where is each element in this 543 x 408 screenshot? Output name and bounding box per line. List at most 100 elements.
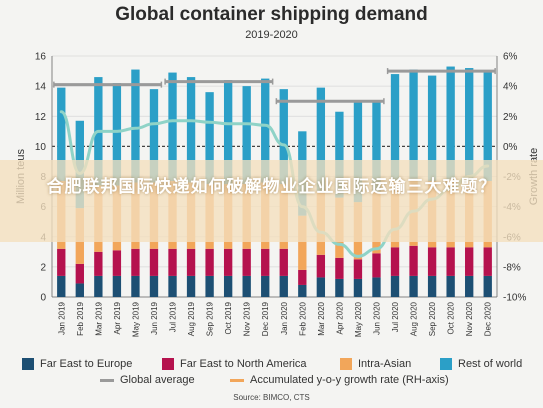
bar-segment: [298, 284, 307, 297]
x-tick-label: Aug 2019: [187, 301, 196, 336]
bar-segment: [279, 248, 288, 276]
legend-item-intra-asian: Intra-Asian: [340, 358, 411, 370]
bar-segment: [131, 69, 140, 183]
bar-segment: [223, 80, 233, 185]
x-tick-label: Sep 2019: [206, 301, 215, 336]
bar-segment: [353, 259, 363, 279]
bar-segment: [298, 269, 307, 285]
bar-segment: [279, 89, 288, 185]
bar-segment: [372, 277, 381, 297]
bar-segment: [57, 87, 66, 182]
legend-label: Accumulated y-o-y growth rate (RH-axis): [250, 374, 449, 386]
chart-source: Source: BIMCO, CTS: [233, 393, 310, 402]
x-tick-label: Jul 2020: [391, 301, 400, 332]
bar-segment: [316, 254, 326, 278]
y2-tick-label: 4%: [503, 82, 518, 93]
bar-segment: [279, 275, 288, 297]
legend-label: Rest of world: [458, 358, 523, 370]
bar-segment: [242, 275, 251, 297]
x-tick-label: Mar 2019: [94, 301, 103, 335]
x-tick-label: Dec 2020: [484, 301, 493, 336]
bar-segment: [149, 275, 159, 297]
x-tick-label: Jun 2020: [372, 301, 381, 334]
x-tick-label: Apr 2020: [335, 301, 344, 334]
bar-segment: [390, 247, 400, 276]
legend-line: [100, 378, 114, 382]
bar-segment: [335, 111, 344, 198]
legend-item-global-average: Global average: [100, 374, 195, 386]
x-tick-label: Mar 2020: [317, 301, 326, 335]
x-tick-label: Jan 2020: [280, 301, 289, 334]
x-tick-label: May 2020: [354, 301, 363, 337]
legend-label: Far East to Europe: [40, 358, 133, 370]
bar-segment: [242, 248, 251, 276]
legend-item-far-east-europe: Far East to Europe: [22, 358, 132, 370]
bar-segment: [298, 215, 307, 270]
legend-swatch: [22, 358, 34, 370]
bar-segment: [168, 248, 177, 276]
bar-segment: [261, 275, 270, 297]
x-tick-label: Apr 2019: [113, 301, 122, 334]
bar-segment: [390, 275, 400, 297]
x-tick-label: Aug 2020: [410, 301, 419, 336]
bar-segment: [223, 275, 233, 297]
x-tick-label: May 2019: [131, 301, 140, 337]
y-tick-label: 14: [35, 82, 47, 93]
y-tick-label: 0: [40, 293, 46, 304]
x-tick-label: Jul 2019: [169, 301, 178, 332]
x-tick-label: Sep 2020: [428, 301, 437, 336]
x-tick-label: Jan 2019: [57, 301, 66, 334]
bar-segment: [168, 275, 177, 297]
y-tick-label: 10: [35, 142, 47, 153]
x-tick-label: Jun 2019: [150, 301, 159, 334]
chart-subtitle: 2019-2020: [245, 29, 298, 41]
bar-segment: [57, 275, 66, 297]
legend-item-growth-rate: Accumulated y-o-y growth rate (RH-axis): [230, 374, 449, 386]
legend-label: Far East to North America: [180, 358, 307, 370]
y-tick-label: 12: [35, 112, 47, 123]
bar-segment: [112, 250, 122, 276]
bar-segment: [57, 248, 66, 276]
bar-segment: [168, 72, 177, 182]
bar-segment: [223, 248, 233, 276]
legend-swatch: [340, 358, 352, 370]
bar-segment: [335, 278, 344, 297]
bar-segment: [427, 275, 437, 297]
bar-segment: [261, 248, 270, 276]
bar-segment: [465, 275, 474, 297]
legend-line: [230, 378, 244, 382]
bar-segment: [353, 101, 363, 203]
bar-segment: [131, 248, 140, 276]
bar-segment: [446, 66, 455, 180]
y2-tick-label: -10%: [503, 293, 526, 304]
bar-segment: [483, 275, 492, 297]
chart-title: Global container shipping demand: [115, 4, 428, 25]
bar-segment: [112, 83, 122, 186]
y-tick-label: 2: [40, 262, 46, 273]
legend-item-rest-of-world: Rest of world: [440, 358, 522, 370]
bar-segment: [112, 275, 122, 297]
bar-segment: [75, 263, 84, 284]
bar-segment: [446, 275, 455, 297]
bar-segment: [335, 257, 344, 279]
bar-segment: [149, 89, 159, 183]
legend-label: Intra-Asian: [358, 358, 412, 370]
bar-segment: [205, 92, 214, 185]
watermark-banner: [0, 160, 543, 242]
legend-item-far-east-north-america: Far East to North America: [162, 358, 307, 370]
bar-segment: [242, 86, 251, 185]
bar-segment: [94, 275, 103, 297]
x-tick-label: Oct 2020: [447, 301, 456, 334]
bar-segment: [75, 283, 84, 297]
x-tick-label: Nov 2020: [465, 301, 474, 336]
bar-segment: [316, 87, 326, 192]
y2-tick-label: 6%: [503, 52, 518, 63]
y2-tick-label: -8%: [503, 262, 521, 273]
x-tick-label: Dec 2019: [261, 301, 270, 336]
bar-segment: [409, 69, 418, 180]
bar-segment: [483, 71, 492, 182]
bar-segment: [446, 247, 455, 276]
y-tick-label: 16: [35, 52, 47, 63]
bar-segment: [465, 247, 474, 276]
y2-tick-label: 0%: [503, 142, 518, 153]
